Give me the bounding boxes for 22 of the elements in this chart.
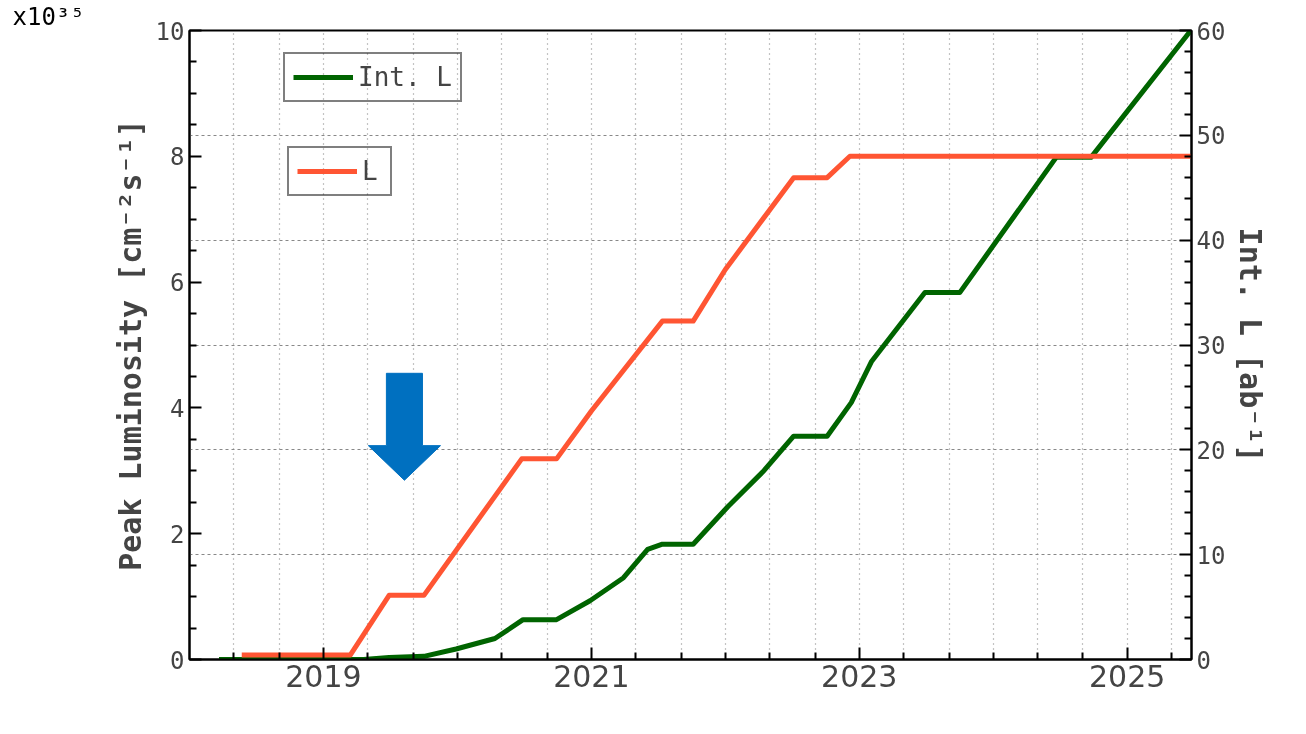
legend-label: Int. L bbox=[358, 62, 452, 92]
y-tick-label: 4 bbox=[170, 394, 185, 423]
legend-label: L bbox=[362, 156, 379, 186]
x-tick-label: 2023 bbox=[821, 658, 898, 694]
y2-tick-label: 30 bbox=[1196, 332, 1226, 360]
y-tick-label: 2 bbox=[170, 520, 185, 549]
y2-tick-label: 10 bbox=[1196, 541, 1226, 570]
y-tick-label: 6 bbox=[170, 269, 185, 298]
y2-axis-title: Int. L [ab⁻¹] bbox=[1233, 227, 1269, 463]
y2-tick-label: 40 bbox=[1196, 227, 1226, 256]
y2-tick-label: 50 bbox=[1196, 122, 1226, 151]
y-tick-label: 0 bbox=[170, 646, 185, 675]
y2-tick-label: 20 bbox=[1196, 436, 1226, 465]
y-tick-label: 10 bbox=[155, 17, 185, 46]
x-tick-label: 2019 bbox=[285, 658, 362, 694]
y-tick-label: 8 bbox=[170, 143, 185, 172]
x-tick-label: 2021 bbox=[553, 658, 630, 694]
x-tick-label: 2025 bbox=[1089, 658, 1166, 694]
y-axis-title: Peak Luminosity [cm⁻²s⁻¹] bbox=[112, 119, 148, 571]
text: x10³⁵ bbox=[12, 2, 85, 31]
y2-tick-label: 60 bbox=[1196, 17, 1226, 46]
y2-tick-label: 0 bbox=[1196, 646, 1211, 675]
